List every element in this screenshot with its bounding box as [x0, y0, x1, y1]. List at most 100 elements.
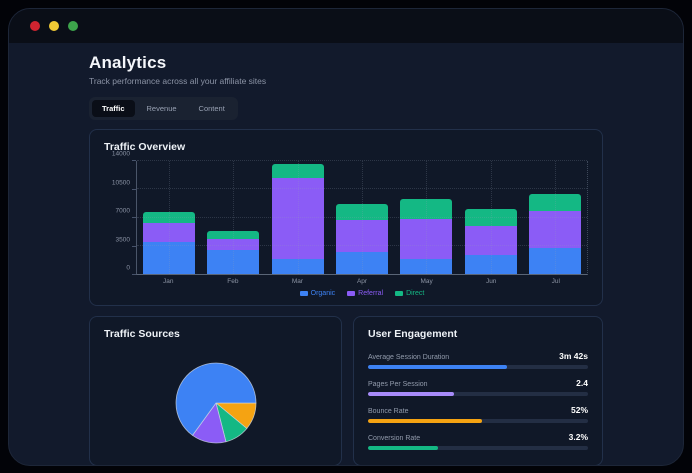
tab-traffic[interactable]: Traffic [92, 100, 135, 117]
bar-segment-organic[interactable] [400, 259, 453, 274]
metric-progress-track [368, 419, 588, 423]
bar-group [137, 161, 587, 274]
y-tick-label: 0 [126, 264, 130, 272]
stacked-bar-jan[interactable] [143, 212, 196, 274]
traffic-sources-pie-chart [175, 362, 256, 444]
bar-segment-referral[interactable] [335, 220, 389, 253]
bar-chart-plot [136, 160, 588, 275]
x-axis-labels: Jan Feb Mar Apr May Jun Jul [136, 278, 588, 285]
bar-segment-organic[interactable] [528, 247, 581, 274]
tab-revenue[interactable]: Revenue [137, 100, 187, 117]
stacked-bar-jul[interactable] [528, 194, 581, 274]
bar-segment-direct[interactable] [207, 230, 260, 239]
pie-slice-3[interactable] [175, 362, 256, 436]
bar-category-mar [266, 161, 330, 274]
bar-segment-direct[interactable] [335, 203, 389, 221]
v-gridline [233, 161, 235, 274]
bar-segment-direct[interactable] [528, 194, 581, 212]
x-tick-label: Apr [356, 278, 368, 285]
close-button[interactable] [30, 21, 40, 31]
y-tick-mark [132, 245, 136, 247]
x-tick-label: Jan [163, 278, 174, 285]
legend-item-direct[interactable]: Direct [395, 290, 424, 297]
metric-row: Pages Per Session 2.4 [368, 378, 588, 396]
metric-progress-track [368, 392, 588, 396]
maximize-button[interactable] [68, 21, 78, 31]
pie-chart-wrap [104, 359, 327, 447]
y-axis: 0 3500 7000 10500 14000 [104, 151, 136, 275]
metric-head: Conversion Rate 3.2% [368, 432, 588, 442]
bar-category-apr [330, 161, 394, 274]
y-tick-label: 10500 [111, 179, 130, 186]
bar-segment-organic[interactable] [335, 252, 389, 274]
window-titlebar [9, 9, 683, 43]
metric-label: Conversion Rate [368, 435, 421, 442]
x-tick-label: Jul [551, 278, 560, 285]
tab-content[interactable]: Content [189, 100, 235, 117]
legend-label: Organic [310, 290, 336, 297]
stacked-bar-jun[interactable] [464, 208, 517, 274]
bar-category-may [394, 161, 458, 274]
v-gridline [554, 161, 556, 274]
user-engagement-card: User Engagement Average Session Duration… [353, 316, 603, 465]
metric-value: 2.4 [576, 378, 588, 388]
bar-segment-direct[interactable] [464, 208, 517, 226]
metric-progress-track [368, 446, 588, 450]
chart-legend: Organic Referral Direct [136, 290, 588, 297]
legend-item-referral[interactable]: Referral [347, 290, 383, 297]
traffic-overview-title: Traffic Overview [104, 141, 186, 153]
legend-swatch-icon [347, 291, 356, 296]
bar-segment-direct[interactable] [400, 199, 453, 220]
stacked-bar-mar[interactable] [271, 164, 324, 274]
legend-item-organic[interactable]: Organic [299, 290, 336, 297]
bar-category-jan [137, 161, 201, 274]
bar-segment-referral[interactable] [400, 219, 453, 260]
traffic-overview-card: Traffic Overview 0 3500 7000 10500 14000 Jan… [89, 129, 603, 306]
metric-head: Pages Per Session 2.4 [368, 378, 588, 388]
engagement-metrics: Average Session Duration 3m 42s Pages Per … [368, 351, 588, 450]
y-tick-label: 14000 [111, 150, 130, 158]
y-tick-label: 3500 [115, 236, 130, 243]
x-tick-label: Feb [227, 278, 239, 285]
legend-swatch-icon [299, 291, 308, 296]
bar-segment-organic[interactable] [271, 258, 324, 274]
metric-progress-track [368, 365, 588, 369]
stacked-bar-feb[interactable] [207, 230, 260, 274]
traffic-overview-chart: 0 3500 7000 10500 14000 [104, 151, 588, 275]
stacked-bar-may[interactable] [400, 199, 453, 274]
page-subtitle: Track performance across all your affili… [89, 76, 267, 86]
metric-head: Bounce Rate 52% [368, 405, 588, 415]
legend-label: Direct [406, 290, 425, 297]
app-window: Analytics Track performance across all y… [8, 8, 684, 466]
tab-bar: Traffic Revenue Content [89, 97, 238, 120]
bar-segment-referral[interactable] [143, 222, 196, 243]
bar-segment-direct[interactable] [143, 212, 196, 223]
bar-category-jun [458, 161, 522, 274]
h-gridline [137, 160, 587, 161]
v-gridline [426, 161, 428, 274]
bar-segment-organic[interactable] [143, 242, 196, 274]
metric-row: Average Session Duration 3m 42s [368, 351, 588, 369]
bar-segment-organic[interactable] [207, 250, 260, 274]
metric-value: 3.2% [568, 432, 588, 442]
metric-row: Conversion Rate 3.2% [368, 432, 588, 450]
bar-segment-direct[interactable] [271, 164, 324, 178]
metric-label: Pages Per Session [368, 381, 428, 388]
main-content: Analytics Track performance across all y… [9, 43, 683, 465]
metric-label: Average Session Duration [368, 354, 450, 361]
y-tick-mark [132, 188, 136, 190]
metric-value: 3m 42s [559, 351, 588, 361]
stacked-bar-apr[interactable] [335, 203, 389, 274]
bottom-row: Traffic Sources User Engagement Average … [89, 316, 603, 465]
bar-segment-organic[interactable] [464, 255, 517, 274]
h-gridline [137, 216, 587, 218]
bar-category-jul [523, 161, 587, 274]
minimize-button[interactable] [49, 21, 59, 31]
y-tick-mark [132, 217, 136, 218]
h-gridline [137, 244, 587, 246]
bar-segment-referral[interactable] [271, 177, 324, 259]
y-tick-mark [132, 160, 136, 161]
bar-segment-referral[interactable] [464, 225, 517, 256]
bar-segment-referral[interactable] [207, 239, 260, 251]
bar-segment-referral[interactable] [528, 211, 581, 248]
